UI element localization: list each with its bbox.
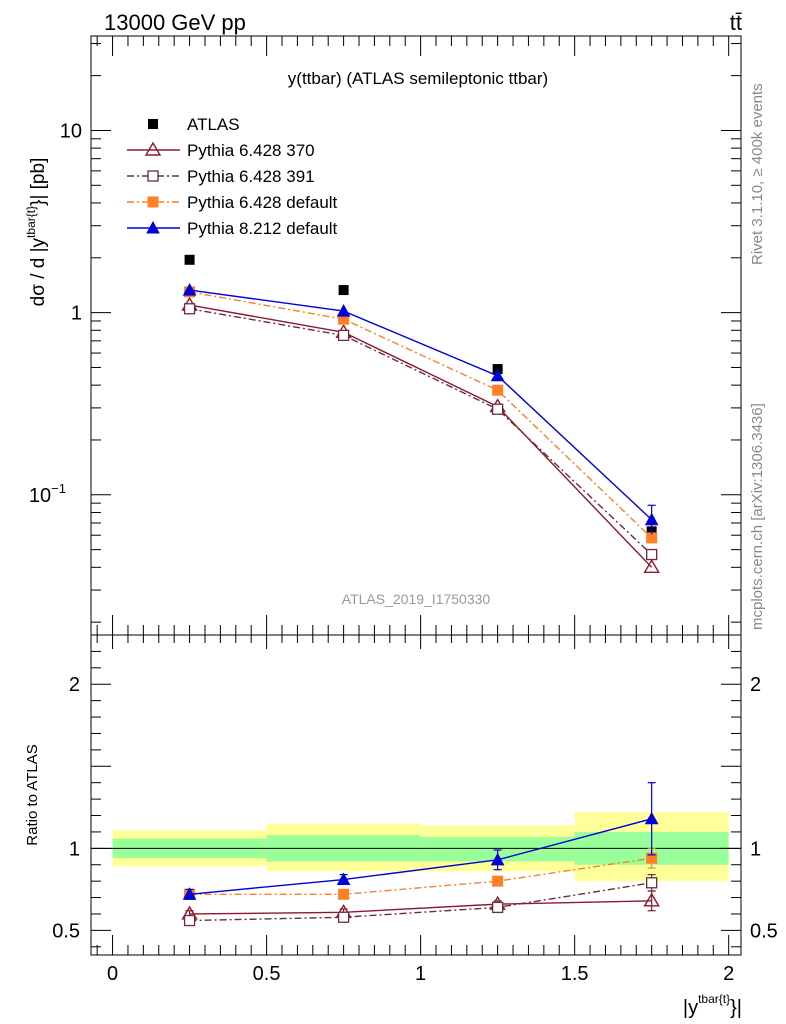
main-series-line-2 — [189, 291, 653, 539]
main-y-tick-label-1: 1 — [71, 303, 82, 325]
main-y-tick-label-2: 10−1 — [29, 481, 66, 507]
legend-marker-2 — [147, 170, 159, 182]
x-tick-label-3: 1.5 — [561, 963, 589, 985]
main-series-1-point-2 — [491, 403, 504, 415]
legend-label-2: Pythia 6.428 391 — [187, 167, 315, 186]
axis-ticks — [91, 36, 741, 955]
ratio-series-3-point-2 — [490, 852, 505, 866]
main-series-line-3 — [189, 289, 653, 521]
atlas-data-point-1 — [338, 285, 349, 296]
main-y-axis-label-close: }| [pb] — [28, 158, 49, 206]
energy-label: 13000 GeV pp — [104, 10, 246, 35]
x-tick-label-0: 0 — [107, 963, 118, 985]
ratio-series-2-point-1 — [338, 888, 350, 900]
main-y-tick-label-exponent-2: −1 — [51, 481, 66, 496]
x-axis-label-close: }| — [730, 997, 742, 1019]
axis-tick-labels: 0 0.5 1 1.5 2 10 1 10−1 2 2 1 1 0.5 0.5 — [29, 120, 778, 985]
ratio-series-line-2 — [189, 857, 652, 895]
legend-label-0: ATLAS — [187, 115, 240, 134]
x-tick-label-1: 0.5 — [253, 963, 281, 985]
main-y-axis-label-sup: tbar{t} — [24, 206, 38, 238]
atlas-data-point-0 — [184, 254, 195, 265]
main-series-1-point-0 — [183, 303, 196, 315]
ratio-series-2-point-2 — [492, 875, 504, 887]
x-axis-label: |ytbar{t}}| — [683, 992, 742, 1019]
legend-marker-atlas — [148, 119, 158, 129]
x-axis-label-base: |y — [683, 997, 698, 1019]
ratio-series-1-point-0 — [183, 914, 196, 927]
main-y-tick-label-0: 10 — [60, 120, 82, 142]
ratio-series-1-point-2 — [491, 901, 504, 914]
x-tick-label-4: 2 — [723, 963, 734, 985]
x-axis-label-sup: tbar{t} — [698, 992, 730, 1006]
main-series-0-point-3 — [643, 558, 660, 574]
main-series-3-point-0 — [182, 283, 197, 296]
ratio-series-layer — [181, 782, 660, 927]
main-y-axis-label: dσ / d |ytbar{t}}| [pb] — [24, 158, 49, 307]
mcplots-label: mcplots.cern.ch [arXiv:1306.3436] — [749, 403, 766, 630]
ratio-series-3-point-0 — [182, 887, 197, 900]
legend-marker-4 — [146, 220, 160, 234]
main-series-3-point-1 — [336, 304, 351, 317]
main-series-2-point-2 — [492, 384, 504, 396]
ratio-y-tick-label-right-0: 2 — [750, 674, 761, 696]
ratio-y-tick-label-left-2: 0.5 — [52, 920, 80, 942]
ratio-y-tick-label-left-1: 1 — [69, 838, 80, 860]
ratio-y-tick-label-right-1: 1 — [750, 838, 761, 860]
ratio-y-tick-label-right-2: 0.5 — [750, 920, 778, 942]
legend-marker-1 — [144, 141, 162, 156]
chart-title: y(ttbar) (ATLAS semileptonic ttbar) — [288, 69, 548, 88]
main-series-3-point-2 — [490, 368, 505, 382]
ratio-series-line-0 — [189, 900, 652, 915]
ratio-series-3-point-3 — [644, 811, 659, 825]
process-label: tt̄ — [730, 10, 742, 35]
ratio-series-1-point-1 — [337, 911, 350, 923]
main-series-line-0 — [189, 304, 653, 568]
ratio-series-3-point-1 — [336, 872, 351, 886]
ratio-series-line-1 — [189, 882, 652, 922]
main-series-line-1 — [189, 308, 653, 556]
ratio-plot-frame — [90, 634, 742, 956]
ratio-series-line-3 — [189, 818, 652, 895]
legend-label-4: Pythia 8.212 default — [187, 219, 338, 238]
ratio-y-axis-label: Ratio to ATLAS — [24, 744, 41, 845]
x-tick-label-2: 1 — [415, 963, 426, 985]
main-y-axis-label-base: dσ / d |y — [28, 237, 49, 306]
ratio-series-0-point-3 — [643, 892, 660, 907]
main-series-layer — [181, 254, 660, 574]
legend-label-1: Pythia 6.428 370 — [187, 141, 315, 160]
legend-label-3: Pythia 6.428 default — [187, 193, 338, 212]
ratio-y-tick-label-left-0: 2 — [69, 674, 80, 696]
main-series-1-point-1 — [337, 329, 350, 342]
main-series-1-point-3 — [646, 548, 658, 561]
analysis-watermark: ATLAS_2019_I1750330 — [342, 591, 491, 607]
ratio-series-1-point-3 — [646, 877, 658, 889]
legend-marker-3 — [147, 196, 159, 208]
rivet-label: Rivet 3.1.10, ≥ 400k events — [749, 83, 766, 265]
legend: ATLAS Pythia 6.428 370 Pythia 6.428 391 Pyt… — [127, 115, 338, 238]
